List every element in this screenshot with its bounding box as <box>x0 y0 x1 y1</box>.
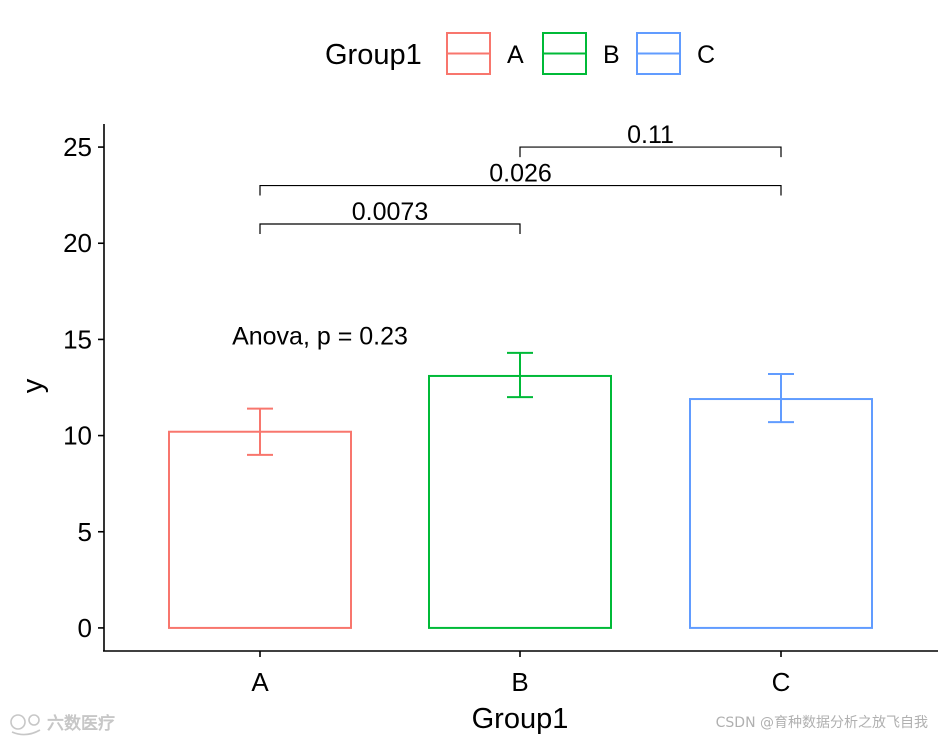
legend-item-B: B <box>542 32 620 75</box>
legend-title: Group1 <box>325 39 422 71</box>
y-ticks: 0 5 10 15 20 25 <box>63 132 104 643</box>
error-bar-C <box>768 373 794 424</box>
axes: 0 5 10 15 20 25 A B C <box>63 124 938 697</box>
legend-item-A: A <box>446 32 524 75</box>
y-tick-label: 15 <box>63 324 92 354</box>
x-ticks: A B C <box>251 651 790 697</box>
x-tick-label: C <box>772 667 791 697</box>
significance-brackets: 0.0073 0.026 0.11 <box>259 121 782 235</box>
watermark-left: 六数医疗 <box>10 713 115 736</box>
error-bar-A <box>247 407 273 456</box>
bracket-B-C: 0.11 <box>519 121 782 158</box>
bar-A <box>168 430 352 629</box>
legend-label: C <box>697 41 715 69</box>
y-tick-label: 10 <box>63 421 92 451</box>
watermark-left-text: 六数医疗 <box>47 713 115 734</box>
bracket-line <box>259 184 782 196</box>
watermark-right-text: CSDN @育种数据分析之放飞自我 <box>716 715 928 731</box>
y-tick-label: 5 <box>78 517 92 547</box>
bracket-p-value: 0.026 <box>489 160 552 188</box>
anova-annotation: Anova, p = 0.23 <box>232 323 408 351</box>
x-tick-label: B <box>511 667 528 697</box>
bars <box>168 374 873 629</box>
error-bars <box>247 351 794 456</box>
error-bar-B <box>507 351 533 399</box>
legend-keys: A B C <box>446 32 715 75</box>
x-axis-title: Group1 <box>472 703 569 735</box>
x-tick-label: A <box>251 667 269 697</box>
legend-item-C: C <box>636 32 715 75</box>
watermark-logo-icon <box>10 714 41 736</box>
y-tick-label: 20 <box>63 228 92 258</box>
y-tick-label: 0 <box>78 613 92 643</box>
legend-label: B <box>603 41 620 69</box>
bracket-A-C: 0.026 <box>259 160 782 196</box>
bar-B <box>428 374 612 629</box>
bracket-p-value: 0.11 <box>627 121 674 149</box>
legend-label: A <box>507 41 524 69</box>
bracket-line <box>519 146 782 158</box>
bracket-line <box>259 223 521 235</box>
bar-C <box>689 398 873 629</box>
y-axis-title: y <box>17 378 49 393</box>
bracket-p-value: 0.0073 <box>352 198 428 226</box>
legend: Group1 A B C <box>325 32 715 75</box>
y-tick-label: 25 <box>63 132 92 162</box>
bracket-A-B: 0.0073 <box>259 198 521 235</box>
